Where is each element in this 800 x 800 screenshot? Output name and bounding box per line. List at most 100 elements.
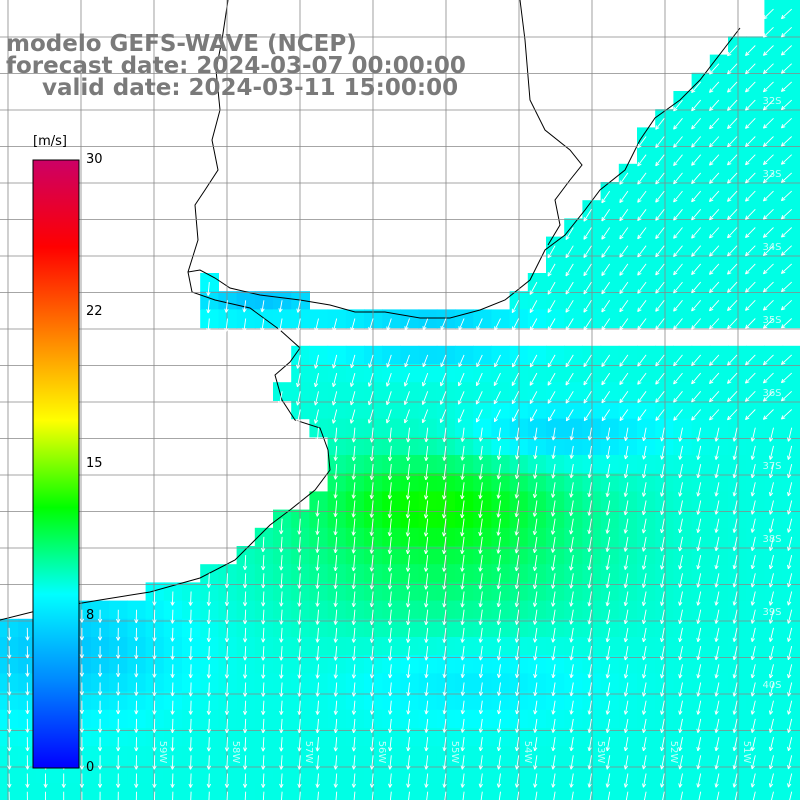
field-cell: [36, 782, 56, 800]
field-cell: [491, 782, 511, 800]
wind-arrow: [529, 281, 538, 295]
wind-arrow: [780, 318, 793, 329]
wind-arrow: [551, 427, 556, 441]
wind-arrow: [315, 591, 320, 607]
wind-arrow: [780, 208, 793, 220]
wind-arrow: [768, 591, 774, 606]
wind-arrow: [780, 299, 793, 311]
wind-arrow: [478, 500, 483, 518]
wind-arrow: [314, 354, 319, 369]
wind-arrow: [745, 172, 756, 184]
wind-arrow: [458, 318, 465, 331]
wind-arrow: [762, 99, 774, 111]
wind-arrow: [279, 646, 284, 661]
latitude-label: 33S: [762, 169, 781, 180]
wind-arrow: [691, 99, 702, 112]
wind-arrow: [583, 209, 592, 222]
wind-arrow: [714, 482, 720, 497]
wind-arrow: [673, 154, 683, 167]
wind-arrow: [551, 664, 556, 679]
wind-arrow: [691, 409, 702, 421]
wind-arrow: [619, 263, 629, 276]
wind-arrow: [496, 627, 501, 643]
wind-arrow: [583, 318, 592, 331]
wind-arrow: [787, 554, 793, 570]
wind-arrow: [605, 464, 611, 479]
wind-arrow: [745, 81, 756, 93]
wind-arrow: [460, 646, 465, 661]
wind-arrow: [514, 464, 520, 480]
wind-arrow: [439, 372, 447, 387]
wind-arrow: [115, 609, 121, 624]
wind-arrow: [25, 664, 30, 677]
wind-arrow: [387, 609, 393, 626]
wind-arrow: [691, 391, 702, 403]
wind-arrow: [601, 372, 611, 386]
wind-arrow: [691, 354, 702, 367]
wind-arrow: [7, 664, 12, 677]
wind-arrow: [587, 427, 593, 441]
colorbar-unit: [m/s]: [33, 134, 67, 149]
wind-arrow: [727, 99, 738, 111]
wind-arrow: [787, 427, 793, 442]
wind-arrow: [533, 427, 538, 441]
wind-arrow: [601, 409, 611, 422]
wind-arrow: [511, 391, 520, 405]
wind-arrow: [496, 445, 502, 460]
wind-arrow: [605, 573, 611, 589]
wind-arrow: [478, 555, 483, 572]
wind-arrow: [745, 136, 756, 148]
wind-arrow: [333, 482, 338, 499]
wind-arrow: [714, 646, 720, 661]
field-cell: [782, 782, 800, 800]
wind-arrow: [350, 318, 356, 332]
field-cell: [764, 0, 784, 19]
wind-arrow: [529, 354, 538, 368]
wind-arrow: [478, 664, 484, 678]
wind-arrow: [569, 536, 574, 553]
wind-arrow: [637, 391, 647, 403]
wind-arrow: [745, 245, 756, 257]
wind-arrow: [405, 555, 411, 572]
wind-arrow: [660, 646, 665, 661]
wind-arrow: [727, 117, 738, 130]
wind-arrow: [475, 409, 483, 423]
wind-arrow: [637, 136, 647, 149]
wind-arrow: [496, 482, 501, 499]
wind-arrow: [279, 555, 284, 571]
field-cell: [764, 127, 784, 147]
wind-arrow: [641, 482, 647, 497]
wind-arrow: [762, 409, 774, 420]
wind-arrow: [297, 591, 302, 607]
wind-arrow: [170, 591, 175, 606]
wind-arrow: [678, 482, 683, 497]
wind-arrow: [727, 354, 738, 366]
wind-arrow: [655, 281, 665, 294]
wind-arrow: [762, 318, 774, 329]
wind-arrow: [660, 609, 665, 624]
wind-arrow: [678, 536, 683, 552]
wind-arrow: [242, 318, 247, 332]
wind-arrow: [97, 664, 103, 677]
wind-arrow: [714, 591, 720, 606]
wind-arrow: [655, 154, 665, 167]
wind-arrow: [278, 391, 283, 406]
wind-arrow: [601, 245, 611, 258]
wind-arrow: [547, 391, 556, 404]
wind-arrow: [529, 300, 538, 313]
field-cell: [764, 254, 784, 274]
wind-arrow: [569, 427, 574, 441]
wind-arrow: [678, 591, 683, 606]
wind-arrow: [478, 445, 483, 461]
wind-arrow: [673, 263, 683, 276]
wind-arrow: [496, 555, 501, 572]
wind-arrow: [641, 518, 647, 534]
wind-arrow: [709, 154, 720, 166]
wind-arrow: [762, 263, 774, 275]
wind-arrow: [569, 518, 574, 535]
wind-arrow: [727, 263, 738, 275]
wind-arrow: [732, 646, 738, 661]
wind-arrow: [7, 627, 12, 641]
wind-arrow: [583, 227, 592, 240]
